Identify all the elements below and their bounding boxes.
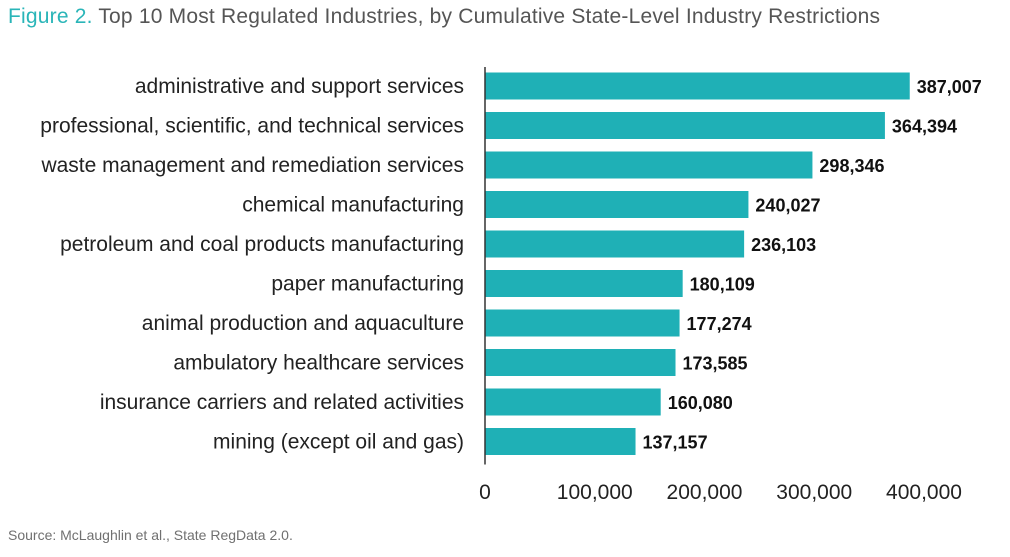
figure-title-text: Top 10 Most Regulated Industries, by Cum… xyxy=(98,5,881,28)
category-label: petroleum and coal products manufacturin… xyxy=(60,233,464,256)
value-label: 236,103 xyxy=(751,235,816,255)
bar-5 xyxy=(485,230,745,258)
value-label: 173,585 xyxy=(683,354,748,374)
category-label: professional, scientific, and technical … xyxy=(40,115,464,138)
x-tick-label: 200,000 xyxy=(667,481,743,504)
bar-4 xyxy=(485,191,749,218)
category-label: administrative and support services xyxy=(135,75,464,98)
category-label: animal production and aquaculture xyxy=(142,312,464,335)
bar-6 xyxy=(485,270,683,297)
value-label: 364,394 xyxy=(892,117,957,137)
value-label: 298,346 xyxy=(819,156,884,176)
value-label: 180,109 xyxy=(690,275,755,295)
x-tick-label: 0 xyxy=(479,481,491,504)
value-label: 240,027 xyxy=(755,196,820,216)
bar-9 xyxy=(485,388,661,416)
category-label: ambulatory healthcare services xyxy=(173,352,464,375)
bar-8 xyxy=(485,349,676,376)
figure-label: Figure 2. xyxy=(8,5,93,28)
value-label: 177,274 xyxy=(687,314,752,334)
category-label: waste management and remediation service… xyxy=(40,154,464,177)
bar-2 xyxy=(485,112,885,139)
value-label: 387,007 xyxy=(917,77,982,97)
bar-3 xyxy=(485,151,813,179)
x-tick-label: 400,000 xyxy=(886,481,962,504)
x-tick-label: 100,000 xyxy=(557,481,633,504)
bar-1 xyxy=(485,72,910,100)
category-label: insurance carriers and related activitie… xyxy=(100,391,464,414)
category-label: mining (except oil and gas) xyxy=(213,431,464,454)
value-label: 160,080 xyxy=(668,393,733,413)
category-label: paper manufacturing xyxy=(271,273,464,296)
figure-title: Figure 2. Top 10 Most Regulated Industri… xyxy=(8,5,880,29)
value-label: 137,157 xyxy=(643,433,708,453)
source-note: Source: McLaughlin et al., State RegData… xyxy=(8,527,293,543)
category-label: chemical manufacturing xyxy=(242,194,464,217)
x-tick-label: 300,000 xyxy=(776,481,852,504)
bar-7 xyxy=(485,309,680,337)
bar-10 xyxy=(485,428,636,455)
